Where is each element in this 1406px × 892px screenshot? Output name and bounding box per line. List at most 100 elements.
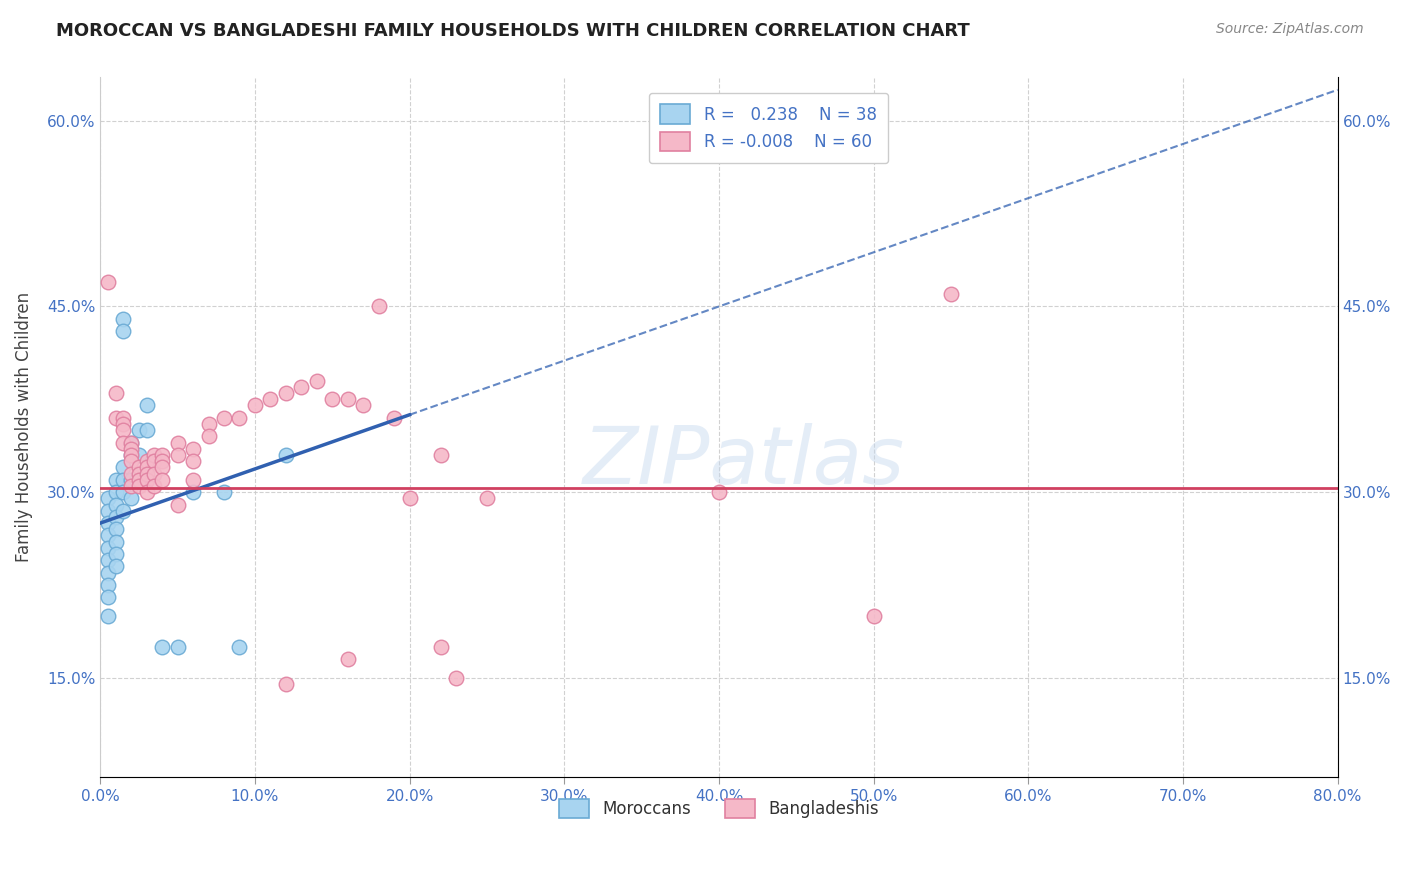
Point <box>97 528 120 542</box>
Point <box>150 460 173 475</box>
Point <box>97 504 120 518</box>
Point <box>97 275 120 289</box>
Point <box>120 454 142 468</box>
Point <box>243 399 266 413</box>
Point <box>429 448 451 462</box>
Point <box>143 479 166 493</box>
Point <box>112 417 135 431</box>
Point <box>128 479 150 493</box>
Point <box>112 435 135 450</box>
Point <box>398 491 420 506</box>
Point <box>128 448 150 462</box>
Point <box>166 498 188 512</box>
Point <box>104 509 127 524</box>
Point <box>97 578 120 592</box>
Point <box>135 485 157 500</box>
Point <box>135 423 157 437</box>
Point <box>97 516 120 530</box>
Point <box>135 454 157 468</box>
Point <box>120 442 142 456</box>
Point <box>150 454 173 468</box>
Point <box>135 473 157 487</box>
Point <box>150 640 173 654</box>
Point <box>367 300 389 314</box>
Point <box>212 485 235 500</box>
Legend: Moroccans, Bangladeshis: Moroccans, Bangladeshis <box>553 792 886 824</box>
Point <box>97 566 120 580</box>
Point <box>352 399 374 413</box>
Point <box>120 435 142 450</box>
Point <box>104 386 127 401</box>
Point <box>112 410 135 425</box>
Point <box>181 454 204 468</box>
Point <box>112 311 135 326</box>
Point <box>290 380 312 394</box>
Point <box>104 522 127 536</box>
Point <box>259 392 281 407</box>
Point <box>862 609 884 624</box>
Y-axis label: Family Households with Children: Family Households with Children <box>15 292 32 562</box>
Point <box>104 534 127 549</box>
Point <box>112 324 135 338</box>
Point <box>228 410 250 425</box>
Point <box>120 448 142 462</box>
Point <box>104 498 127 512</box>
Point <box>143 467 166 481</box>
Point <box>707 485 730 500</box>
Point <box>120 435 142 450</box>
Point <box>150 473 173 487</box>
Point <box>274 386 297 401</box>
Point <box>181 485 204 500</box>
Point <box>382 410 405 425</box>
Point <box>104 559 127 574</box>
Point <box>104 410 127 425</box>
Point <box>120 473 142 487</box>
Point <box>128 460 150 475</box>
Point <box>135 467 157 481</box>
Point <box>135 399 157 413</box>
Point <box>143 454 166 468</box>
Point <box>97 541 120 555</box>
Point <box>97 591 120 605</box>
Text: MOROCCAN VS BANGLADESHI FAMILY HOUSEHOLDS WITH CHILDREN CORRELATION CHART: MOROCCAN VS BANGLADESHI FAMILY HOUSEHOLD… <box>56 22 970 40</box>
Point <box>112 504 135 518</box>
Point <box>143 448 166 462</box>
Point <box>135 460 157 475</box>
Point <box>128 423 150 437</box>
Point <box>197 417 219 431</box>
Point <box>112 423 135 437</box>
Point <box>181 442 204 456</box>
Point <box>181 473 204 487</box>
Point <box>120 491 142 506</box>
Point <box>112 460 135 475</box>
Point <box>939 287 962 301</box>
Point <box>120 467 142 481</box>
Point <box>112 473 135 487</box>
Point <box>104 547 127 561</box>
Point <box>97 609 120 624</box>
Point <box>166 448 188 462</box>
Point <box>97 491 120 506</box>
Point <box>120 479 142 493</box>
Text: ZIPatlas: ZIPatlas <box>582 423 904 501</box>
Point <box>104 473 127 487</box>
Point <box>475 491 498 506</box>
Point <box>274 677 297 691</box>
Text: Source: ZipAtlas.com: Source: ZipAtlas.com <box>1216 22 1364 37</box>
Point <box>336 652 359 666</box>
Point <box>321 392 343 407</box>
Point <box>212 410 235 425</box>
Point <box>150 448 173 462</box>
Point <box>104 485 127 500</box>
Point <box>336 392 359 407</box>
Point <box>274 448 297 462</box>
Point <box>305 374 328 388</box>
Point <box>444 671 467 685</box>
Point <box>120 448 142 462</box>
Point <box>112 485 135 500</box>
Point <box>128 467 150 481</box>
Point <box>166 640 188 654</box>
Point <box>128 473 150 487</box>
Point <box>429 640 451 654</box>
Point <box>197 429 219 443</box>
